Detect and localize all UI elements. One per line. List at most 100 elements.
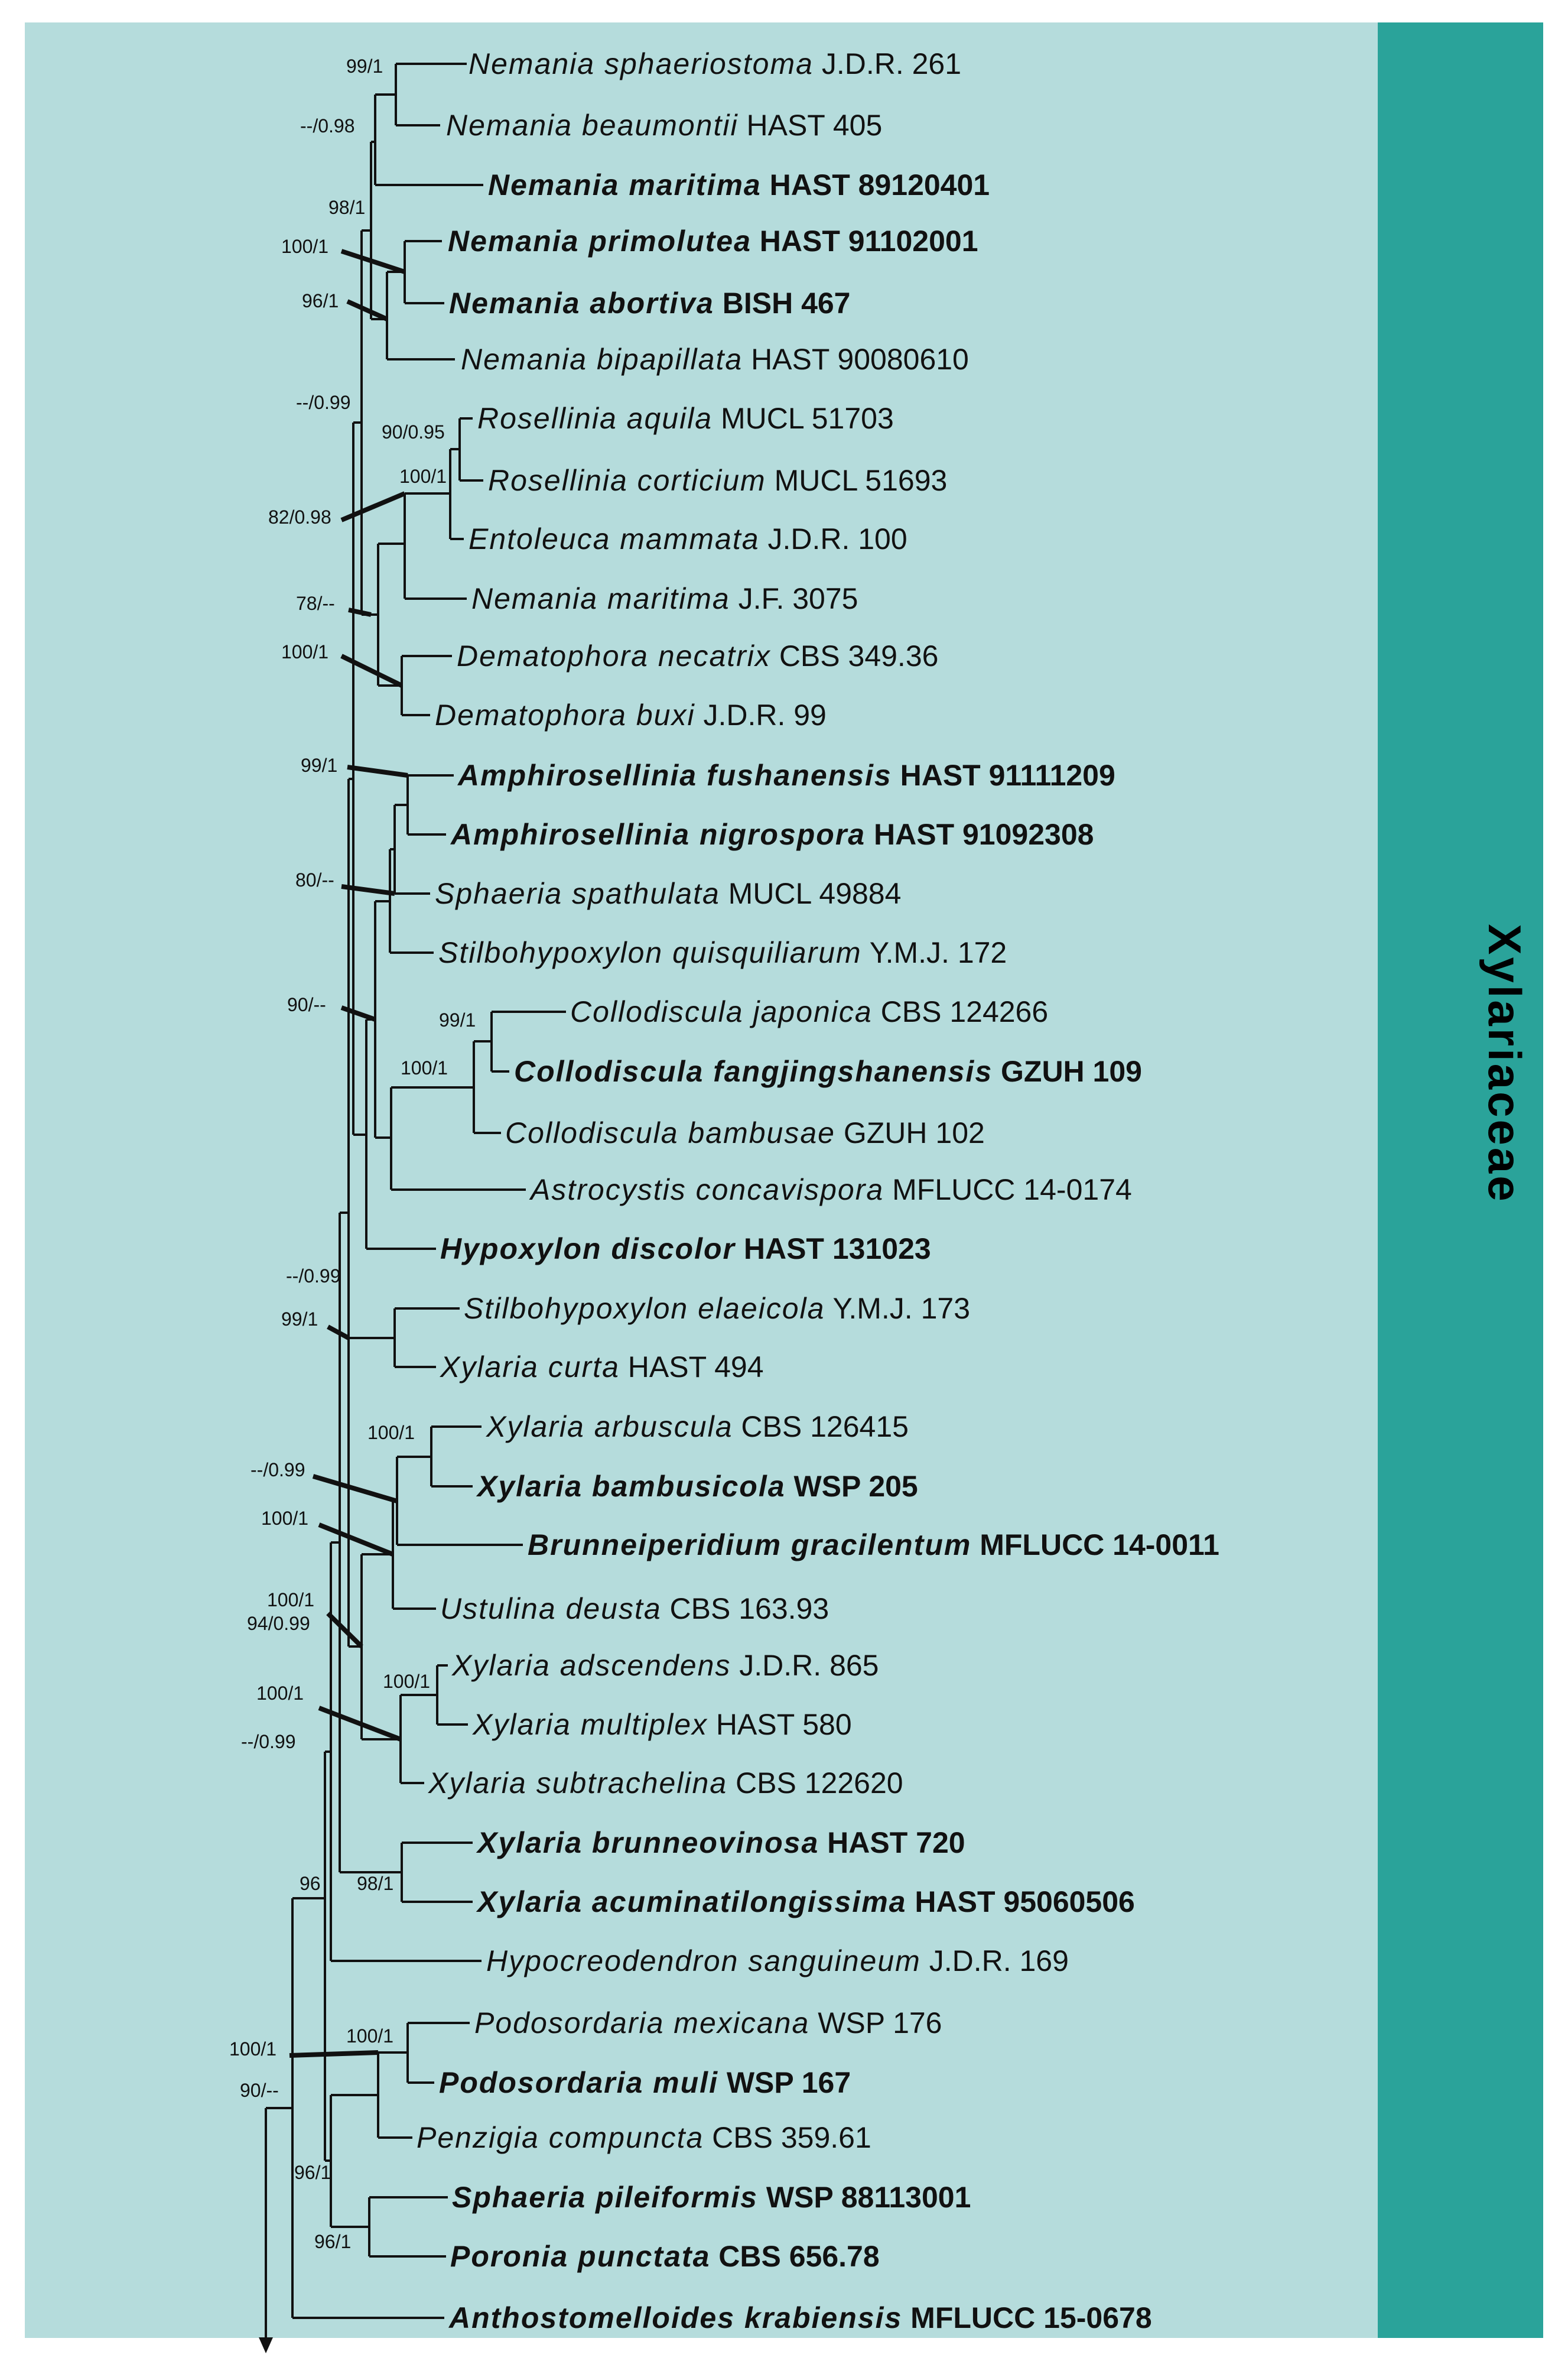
taxon-label: Poronia punctata CBS 656.78 bbox=[450, 2240, 880, 2273]
taxon-name: Podosordaria mexicana bbox=[474, 2006, 809, 2040]
taxon-label: Hypoxylon discolor HAST 131023 bbox=[440, 1232, 931, 1265]
taxon-label: Hypocreodendron sanguineum J.D.R. 169 bbox=[486, 1944, 1069, 1977]
taxon-name: Amphirosellinia nigrospora bbox=[450, 818, 866, 851]
voucher-id: J.F. 3075 bbox=[730, 582, 858, 615]
taxon-label: Ustulina deusta CBS 163.93 bbox=[440, 1592, 829, 1625]
taxon-name: Rosellinia aquila bbox=[477, 402, 713, 435]
voucher-id: HAST 90080610 bbox=[743, 343, 969, 376]
taxon-name: Poronia punctata bbox=[450, 2240, 710, 2273]
taxon-label: Nemania maritima HAST 89120401 bbox=[488, 168, 990, 202]
taxon-label: Nemania abortiva BISH 467 bbox=[449, 287, 851, 320]
taxon-name: Rosellinia corticium bbox=[488, 464, 766, 497]
taxon-name: Hypoxylon discolor bbox=[440, 1232, 736, 1265]
taxon-name: Nemania abortiva bbox=[449, 287, 714, 320]
support-value: 100/1 bbox=[383, 1671, 430, 1692]
support-pointer bbox=[326, 1612, 363, 1648]
taxon-name: Anthostomelloides krabiensis bbox=[448, 2301, 902, 2334]
support-value: 99/1 bbox=[439, 1009, 476, 1031]
taxon-label: Brunneiperidium gracilentum MFLUCC 14-00… bbox=[528, 1528, 1219, 1561]
voucher-id: J.D.R. 99 bbox=[695, 699, 827, 732]
taxon-name: Collodiscula bambusae bbox=[505, 1116, 835, 1149]
taxon-label: Xylaria brunneovinosa HAST 720 bbox=[476, 1826, 965, 1859]
support-value: 100/1 bbox=[229, 2038, 276, 2060]
voucher-id: Y.M.J. 172 bbox=[862, 936, 1007, 969]
voucher-id: J.D.R. 100 bbox=[760, 522, 907, 556]
voucher-id: CBS 163.93 bbox=[662, 1592, 829, 1625]
taxon-name: Sphaeria spathulata bbox=[435, 877, 720, 910]
taxon-label: Sphaeria spathulata MUCL 49884 bbox=[435, 877, 901, 910]
taxon-name: Xylaria curta bbox=[440, 1350, 620, 1384]
voucher-id: HAST 91092308 bbox=[866, 818, 1094, 851]
taxon-label: Dematophora buxi J.D.R. 99 bbox=[435, 699, 827, 732]
support-value: 100/1 bbox=[261, 1508, 308, 1529]
support-value: 100/1 bbox=[267, 1589, 314, 1610]
taxon-label: Nemania beaumontii HAST 405 bbox=[446, 109, 882, 142]
taxon-label: Anthostomelloides krabiensis MFLUCC 15-0… bbox=[448, 2301, 1152, 2334]
taxon-label: Xylaria subtrachelina CBS 122620 bbox=[428, 1766, 903, 1800]
support-value: 96/1 bbox=[302, 290, 339, 311]
support-values: 99/1--/0.9898/1100/196/1--/0.9990/0.9510… bbox=[229, 56, 476, 2252]
support-pointer bbox=[347, 765, 408, 778]
support-value: 90/-- bbox=[240, 2080, 279, 2101]
voucher-id: GZUH 109 bbox=[993, 1055, 1142, 1088]
voucher-id: HAST 720 bbox=[819, 1826, 965, 1859]
voucher-id: J.D.R. 865 bbox=[731, 1649, 879, 1682]
taxon-label: Sphaeria pileiformis WSP 88113001 bbox=[452, 2181, 971, 2214]
taxon-name: Hypocreodendron sanguineum bbox=[486, 1944, 921, 1977]
support-pointers bbox=[289, 249, 408, 2058]
taxon-label: Rosellinia corticium MUCL 51693 bbox=[488, 464, 947, 497]
voucher-id: CBS 124266 bbox=[873, 995, 1048, 1028]
taxon-label: Xylaria multiplex HAST 580 bbox=[472, 1708, 852, 1741]
taxon-label: Podosordaria muli WSP 167 bbox=[439, 2066, 851, 2099]
voucher-id: HAST 95060506 bbox=[907, 1885, 1135, 1918]
taxon-label: Podosordaria mexicana WSP 176 bbox=[474, 2006, 942, 2040]
support-value: 96/1 bbox=[294, 2162, 331, 2183]
taxon-label: Collodiscula bambusae GZUH 102 bbox=[505, 1116, 985, 1149]
taxon-name: Xylaria multiplex bbox=[472, 1708, 708, 1741]
voucher-id: CBS 122620 bbox=[727, 1766, 903, 1800]
taxon-label: Astrocystis concavispora MFLUCC 14-0174 bbox=[529, 1173, 1132, 1206]
support-value: 98/1 bbox=[328, 197, 365, 218]
voucher-id: WSP 88113001 bbox=[758, 2181, 971, 2214]
voucher-id: J.D.R. 169 bbox=[921, 1944, 1069, 1977]
taxon-name: Amphirosellinia fushanensis bbox=[457, 759, 892, 792]
support-pointer bbox=[327, 1324, 350, 1340]
support-value: --/0.99 bbox=[251, 1459, 305, 1480]
taxon-label: Entoleuca mammata J.D.R. 100 bbox=[469, 522, 907, 556]
taxon-label: Dematophora necatrix CBS 349.36 bbox=[457, 639, 938, 673]
voucher-id: MUCL 49884 bbox=[720, 877, 902, 910]
taxon-label: Nemania bipapillata HAST 90080610 bbox=[461, 343, 969, 376]
root-arrow bbox=[259, 2337, 273, 2353]
taxon-name: Ustulina deusta bbox=[440, 1592, 662, 1625]
voucher-id: J.D.R. 261 bbox=[814, 47, 961, 80]
support-value: 100/1 bbox=[401, 1057, 448, 1079]
taxon-name: Dematophora buxi bbox=[435, 699, 695, 732]
taxon-name: Nemania maritima bbox=[471, 582, 730, 615]
clade-label: Xylariaceae bbox=[1479, 924, 1531, 1203]
voucher-id: CBS 126415 bbox=[733, 1410, 909, 1443]
taxon-label: Rosellinia aquila MUCL 51703 bbox=[477, 402, 894, 435]
taxon-name: Xylaria brunneovinosa bbox=[476, 1826, 819, 1859]
taxon-name: Nemania bipapillata bbox=[461, 343, 743, 376]
voucher-id: WSP 205 bbox=[786, 1470, 918, 1503]
taxon-name: Xylaria adscendens bbox=[451, 1649, 731, 1682]
taxon-label: Xylaria adscendens J.D.R. 865 bbox=[451, 1649, 879, 1682]
taxon-name: Collodiscula fangjingshanensis bbox=[514, 1055, 993, 1088]
voucher-id: CBS 349.36 bbox=[771, 639, 939, 673]
support-value: 100/1 bbox=[346, 2025, 393, 2047]
tree-panel bbox=[25, 22, 1378, 2338]
support-value: 100/1 bbox=[281, 641, 328, 662]
taxon-name: Podosordaria muli bbox=[439, 2066, 718, 2099]
voucher-id: MFLUCC 14-0011 bbox=[971, 1528, 1219, 1561]
support-value: 78/-- bbox=[296, 593, 335, 614]
voucher-id: WSP 176 bbox=[809, 2006, 942, 2040]
taxon-label: Xylaria curta HAST 494 bbox=[440, 1350, 764, 1384]
clade-band bbox=[1378, 22, 1543, 2338]
taxon-name: Nemania beaumontii bbox=[446, 109, 739, 142]
voucher-id: WSP 167 bbox=[718, 2066, 851, 2099]
voucher-id: HAST 89120401 bbox=[762, 168, 990, 202]
taxon-label: Amphirosellinia fushanensis HAST 9111120… bbox=[457, 759, 1115, 792]
taxon-label: Amphirosellinia nigrospora HAST 91092308 bbox=[450, 818, 1094, 851]
taxon-name: Xylaria subtrachelina bbox=[428, 1766, 727, 1800]
support-pointer bbox=[340, 654, 403, 688]
